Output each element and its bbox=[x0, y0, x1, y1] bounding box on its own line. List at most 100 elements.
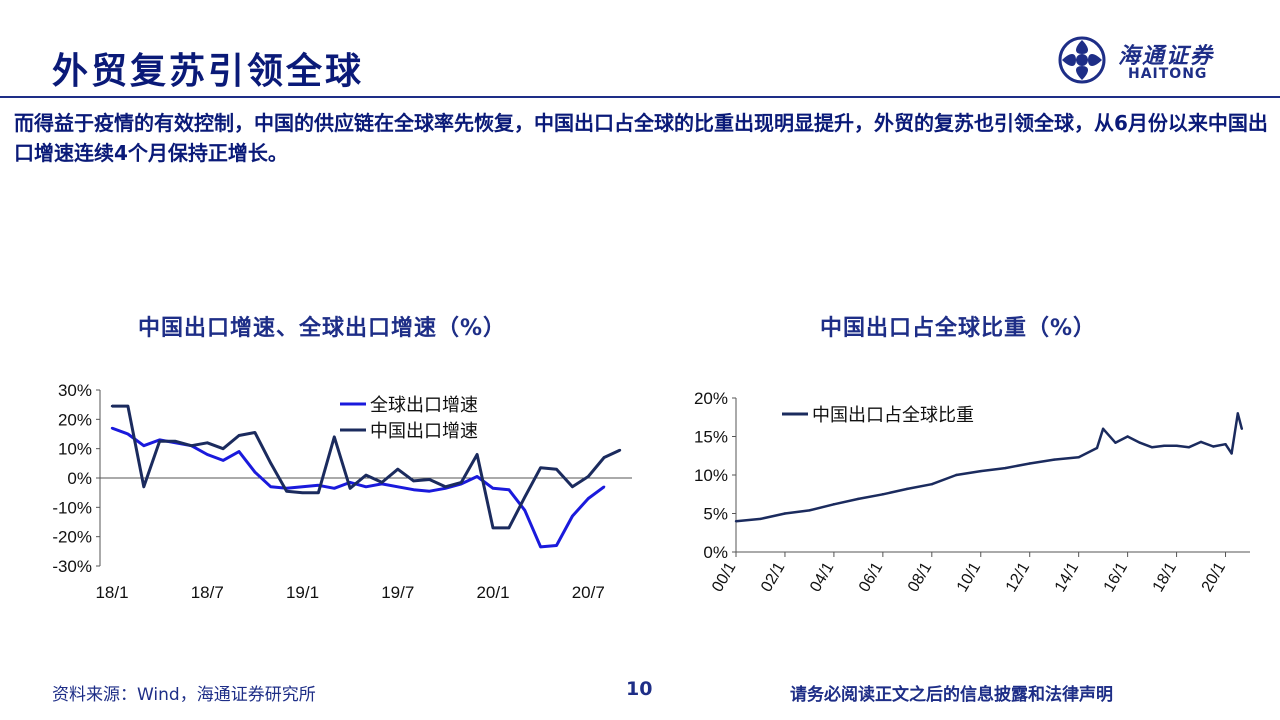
data-point bbox=[507, 488, 511, 491]
x-tick-label: 18/1 bbox=[95, 583, 128, 602]
y-tick-label: -20% bbox=[52, 528, 92, 547]
data-point bbox=[428, 490, 431, 493]
data-point bbox=[491, 526, 495, 530]
data-point bbox=[126, 404, 130, 408]
y-tick-label: 20% bbox=[58, 410, 92, 429]
data-point bbox=[571, 514, 574, 518]
data-point bbox=[1230, 452, 1233, 455]
data-point bbox=[734, 520, 738, 523]
x-tick-label: 10/1 bbox=[954, 559, 984, 595]
page-number: 10 bbox=[626, 678, 653, 700]
haitong-logo bbox=[1058, 36, 1106, 84]
data-point bbox=[1236, 412, 1239, 415]
data-point bbox=[1224, 443, 1227, 446]
data-point bbox=[475, 453, 479, 456]
page-title: 外贸复苏引领全球 bbox=[52, 51, 365, 92]
data-point bbox=[380, 481, 384, 484]
chart2-title: 中国出口占全球比重（%） bbox=[820, 316, 1097, 341]
data-point bbox=[1095, 446, 1099, 450]
data-point bbox=[1163, 444, 1166, 447]
series-line bbox=[112, 404, 621, 530]
data-point bbox=[930, 483, 934, 486]
y-tick-label: 15% bbox=[694, 428, 728, 447]
data-point bbox=[253, 431, 257, 434]
x-tick-label: 06/1 bbox=[856, 559, 886, 595]
data-point bbox=[1187, 446, 1191, 449]
x-tick-label: 20/1 bbox=[1199, 559, 1229, 595]
data-point bbox=[221, 447, 225, 450]
data-point bbox=[1028, 462, 1031, 465]
data-point bbox=[1150, 446, 1154, 449]
y-tick-label: 10% bbox=[694, 466, 728, 485]
data-point bbox=[955, 473, 958, 477]
x-tick-label: 12/1 bbox=[1003, 559, 1033, 595]
data-point bbox=[808, 509, 811, 512]
x-tick-label: 20/1 bbox=[476, 583, 509, 602]
chart1-title: 中国出口增速、全球出口增速（%） bbox=[138, 316, 507, 341]
data-point bbox=[618, 448, 622, 452]
y-tick-label: 0% bbox=[703, 543, 728, 562]
data-point bbox=[906, 487, 909, 491]
data-point bbox=[979, 469, 982, 473]
logo-chinese-text: 海通证券 bbox=[1118, 44, 1215, 69]
data-point bbox=[221, 459, 225, 462]
data-point bbox=[126, 432, 130, 436]
data-point bbox=[301, 485, 304, 488]
data-point bbox=[555, 544, 558, 547]
data-point bbox=[571, 485, 574, 488]
data-point bbox=[317, 491, 320, 494]
x-tick-label: 00/1 bbox=[709, 559, 739, 595]
chart-export-share: 20% 15% 10% 5% 0%00/1 02/1 04/1 06/1 08/1 10/1 12/… bbox=[694, 389, 1250, 595]
data-point bbox=[412, 488, 415, 491]
data-point bbox=[602, 485, 606, 488]
data-point bbox=[555, 468, 558, 471]
data-point bbox=[539, 466, 542, 469]
data-point bbox=[396, 485, 399, 488]
data-point bbox=[1199, 440, 1203, 444]
data-point bbox=[783, 512, 787, 515]
data-point bbox=[1052, 458, 1056, 461]
data-point bbox=[1004, 466, 1007, 470]
data-point bbox=[428, 478, 431, 481]
data-point bbox=[333, 487, 336, 490]
data-point bbox=[285, 490, 288, 493]
data-point bbox=[158, 440, 161, 443]
legend-label: 中国出口增速 bbox=[370, 421, 478, 441]
data-point bbox=[444, 485, 447, 488]
y-tick-label: 0% bbox=[67, 469, 92, 488]
series-line bbox=[735, 412, 1244, 523]
y-tick-label: 30% bbox=[58, 381, 92, 400]
data-point bbox=[142, 444, 145, 447]
x-tick-label: 19/7 bbox=[381, 583, 414, 602]
data-point bbox=[190, 444, 193, 447]
data-point bbox=[460, 481, 463, 484]
y-tick-label: -30% bbox=[52, 557, 92, 576]
data-point bbox=[206, 453, 209, 456]
data-point bbox=[759, 517, 762, 521]
body-paragraph: 而得益于疫情的有效控制，中国的供应链在全球率先恢复，中国出口占全球的比重出现明显… bbox=[14, 111, 1268, 165]
x-tick-label: 18/1 bbox=[1150, 559, 1180, 595]
legend-label: 中国出口占全球比重 bbox=[812, 405, 974, 425]
x-tick-label: 14/1 bbox=[1052, 559, 1082, 595]
data-point bbox=[523, 495, 526, 499]
data-point bbox=[587, 475, 590, 478]
data-point bbox=[1175, 444, 1178, 447]
x-tick-label: 04/1 bbox=[807, 559, 837, 595]
data-point bbox=[396, 468, 399, 471]
data-point bbox=[1212, 445, 1215, 448]
data-point bbox=[523, 509, 526, 512]
data-point bbox=[364, 485, 368, 488]
data-point bbox=[1101, 427, 1105, 430]
data-point bbox=[237, 434, 241, 437]
data-point bbox=[475, 475, 479, 478]
x-tick-label: 18/7 bbox=[191, 583, 224, 602]
y-tick-label: -10% bbox=[52, 498, 92, 517]
source-note: 资料来源：Wind，海通证券研究所 bbox=[52, 685, 316, 705]
data-point bbox=[348, 487, 352, 490]
data-point bbox=[1077, 456, 1080, 459]
data-point bbox=[269, 462, 272, 465]
data-point bbox=[301, 491, 304, 494]
data-point bbox=[142, 485, 145, 488]
data-point bbox=[1138, 441, 1142, 444]
data-point bbox=[412, 479, 415, 483]
